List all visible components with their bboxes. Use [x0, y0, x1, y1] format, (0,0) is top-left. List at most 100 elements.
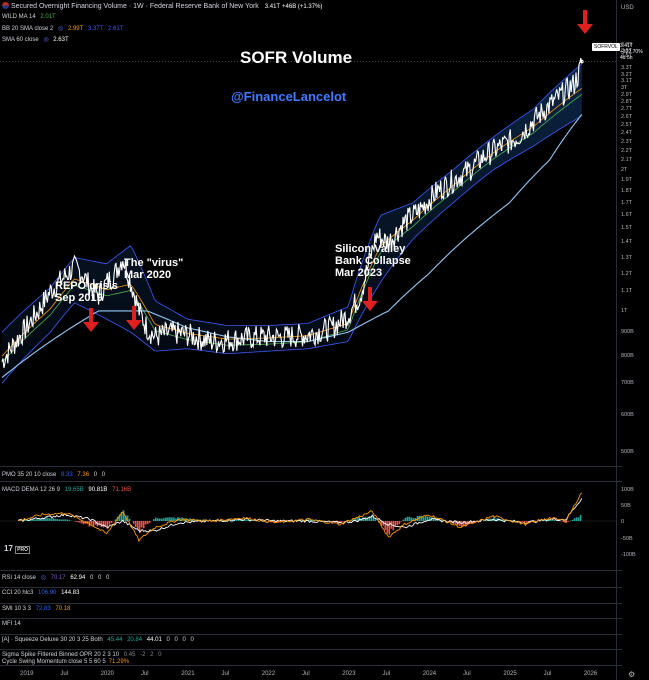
price-axis-tick: 3.7T: [621, 42, 633, 48]
macd-histogram-bar: [136, 521, 139, 529]
legend-wild-ma[interactable]: WILD MA 14 2.01T: [2, 14, 56, 20]
price-axis-tick: 2.1T: [621, 157, 633, 164]
macd-histogram-bar: [104, 521, 107, 527]
macd-histogram-bar: [424, 515, 427, 521]
legend-smi[interactable]: SMI 10 3 3 72.83 70.18: [2, 606, 71, 612]
macd-histogram-bar: [299, 519, 302, 521]
macd-histogram-bar: [134, 521, 137, 528]
macd-histogram-bar: [380, 521, 383, 527]
legend-bb[interactable]: BB 20 SMA close 2 ◎ 2.99T 3.37T 2.61T: [2, 26, 124, 32]
macd-histogram-bar: [412, 518, 415, 521]
price-axis-tick: 1.6T: [621, 212, 633, 219]
macd-histogram-bar: [68, 519, 71, 521]
macd-histogram-bar: [203, 520, 205, 521]
last-value: 3.41T: [264, 4, 281, 10]
macd-histogram-bar: [356, 517, 358, 521]
pane-separator: [0, 603, 622, 604]
price-axis-tick: 1.8T: [621, 188, 633, 195]
macd-histogram-bar: [386, 521, 389, 534]
macd-histogram-bar: [159, 518, 161, 521]
macd-histogram-bar: [34, 519, 36, 521]
macd-axis-label: -50B: [621, 536, 633, 542]
overlay-title: SOFR Volume: [240, 48, 353, 67]
macd-histogram-bar: [74, 521, 77, 522]
pane-separator: [0, 587, 622, 588]
macd-histogram-bar: [428, 516, 431, 521]
macd-histogram-bar: [231, 519, 234, 521]
macd-histogram-bar: [140, 521, 143, 528]
macd-histogram-bar: [98, 521, 101, 526]
overlay-handle: @FinanceLancelot: [231, 89, 347, 104]
macd-histogram-bar: [146, 521, 149, 524]
macd-histogram-bar: [469, 521, 471, 524]
macd-histogram-bar: [525, 521, 528, 523]
flag-icon: [2, 2, 9, 9]
macd-histogram-bar: [126, 515, 129, 521]
tradingview-logo[interactable]: 17 PRO: [4, 544, 30, 554]
macd-histogram-bar: [446, 521, 449, 522]
macd-histogram-bar: [416, 515, 419, 521]
legend-mfi[interactable]: MFI 14: [2, 621, 21, 627]
macd-histogram-bar: [58, 519, 60, 521]
macd-histogram-bar: [46, 517, 48, 521]
eye-icon[interactable]: ◎: [58, 26, 64, 32]
price-axis-tick: 1.5T: [621, 225, 633, 232]
legend-macd[interactable]: MACD DEMA 12 26 9 19.65B 90.81B 71.16B: [2, 487, 132, 493]
time-axis-tick: 2026: [583, 671, 598, 677]
macd-histogram-bar: [56, 519, 58, 521]
price-tag-symbol: SOFRVOL: [592, 43, 620, 51]
annotation-virus: The "virus" Mar 2020: [124, 257, 184, 281]
macd-histogram-bar: [32, 518, 34, 521]
macd-histogram-bar: [527, 521, 530, 523]
pane-separator: [0, 466, 622, 467]
legend-rsi[interactable]: RSI 14 close ◎ 70.17 62.94 0 0 0: [2, 575, 110, 581]
macd-histogram-bar: [461, 521, 463, 527]
legend-squeeze[interactable]: [A] · Squeeze Deluxe 30 20 3 25 Both 45.…: [2, 637, 194, 643]
price-axis-tick: 3.6T: [621, 47, 633, 54]
price-axis-tick: 2.3T: [621, 138, 633, 145]
bb-upper-line: [1, 63, 583, 333]
macd-histogram-bar: [454, 521, 457, 525]
macd-histogram-bar: [24, 520, 26, 521]
price-axis-tick: 2.9T: [621, 91, 633, 98]
price-axis-tick: 1T: [621, 307, 628, 314]
legend-cci[interactable]: CCI 20 hlc3 106.90 144.83: [2, 590, 80, 596]
settings-gear-icon[interactable]: ⚙: [628, 670, 636, 679]
macd-histogram-bar: [106, 521, 109, 530]
price-axis-tick: 3.5T: [621, 53, 633, 60]
macd-histogram-bar: [404, 517, 407, 521]
currency-label[interactable]: USD: [621, 5, 634, 11]
macd-histogram-bar: [26, 520, 28, 521]
macd-histogram-bar: [177, 517, 179, 521]
price-axis-tick: 3.3T: [621, 65, 633, 72]
legend-pmo[interactable]: PMO 35 20 10 close 8.33 7.36 0 0: [2, 472, 106, 478]
eye-icon[interactable]: ◎: [43, 37, 49, 43]
macd-axis-label: -100B: [621, 552, 636, 558]
macd-histogram-bar: [406, 516, 409, 521]
symbol-title[interactable]: Secured Overnight Financing Volume · 1W …: [10, 3, 259, 10]
macd-histogram-bar: [265, 521, 268, 522]
macd-histogram-bar: [273, 521, 276, 523]
macd-histogram-bar: [80, 521, 83, 524]
legend-cycle-momentum[interactable]: Cycle Swing Momentum close 5 5 60 5 71.29…: [2, 659, 130, 665]
macd-histogram-bar: [541, 520, 544, 521]
macd-histogram-bar: [382, 521, 385, 526]
macd-histogram-bar: [247, 519, 250, 521]
macd-histogram-bar: [358, 516, 360, 521]
macd-histogram-bar: [310, 519, 312, 521]
legend-sigma[interactable]: Sigma Spike Filtered Binned OPR 20 2 3 1…: [2, 652, 162, 658]
macd-histogram-bar: [352, 519, 354, 521]
macd-histogram-bar: [366, 517, 368, 521]
macd-histogram-bar: [408, 516, 411, 521]
macd-histogram-bar: [396, 521, 399, 526]
last-price-dot: [579, 59, 584, 64]
price-line: [1, 57, 583, 369]
pane-separator: [0, 618, 622, 619]
legend-sma60[interactable]: SMA 60 close ◎ 2.63T: [2, 37, 69, 43]
macd-histogram-bar: [422, 516, 425, 521]
macd-histogram-bar: [42, 518, 44, 521]
eye-icon[interactable]: ◎: [40, 575, 46, 581]
macd-histogram-bar: [418, 515, 421, 521]
macd-histogram-bar: [152, 519, 155, 521]
